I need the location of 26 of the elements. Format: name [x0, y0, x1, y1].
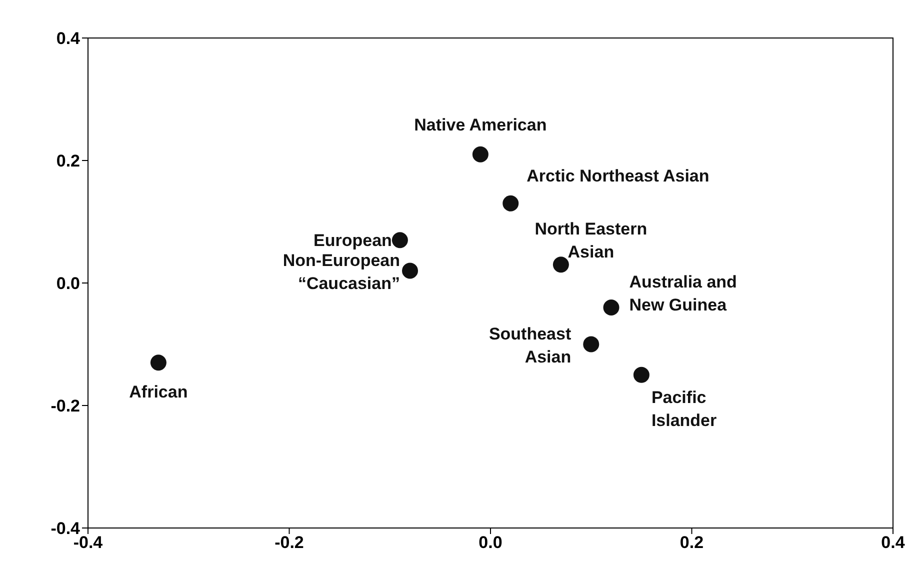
point [392, 232, 408, 248]
annotation: North Eastern Asian [534, 220, 648, 262]
y-tick-label: 0.4 [56, 29, 81, 48]
point [402, 262, 418, 279]
x-tick-label: 0.4 [881, 533, 906, 552]
y-tick-label: 0.2 [56, 152, 80, 171]
y-tick-label: -0.2 [50, 396, 80, 416]
point [150, 354, 166, 371]
point [502, 195, 519, 212]
annotation: European [314, 231, 392, 250]
y-tick-label: 0.0 [56, 274, 80, 294]
annotation: Native American [414, 115, 547, 134]
annotation: Southeast Asian [488, 324, 572, 366]
x-tick-label: 0.2 [680, 533, 704, 552]
annotation: African [129, 382, 188, 402]
annotation: Pacific Islander [651, 388, 718, 430]
point [583, 336, 600, 352]
point [603, 300, 620, 316]
annotation: Australia and New Guinea [629, 272, 737, 314]
x-tick-label: -0.2 [274, 533, 304, 552]
point [633, 366, 650, 383]
point [472, 146, 488, 162]
x-tick-label: 0.0 [478, 533, 502, 552]
annotation: Arctic Northeast Asian [526, 166, 710, 186]
point [552, 256, 569, 273]
annotation: Non-European “Caucasian” [282, 250, 400, 293]
